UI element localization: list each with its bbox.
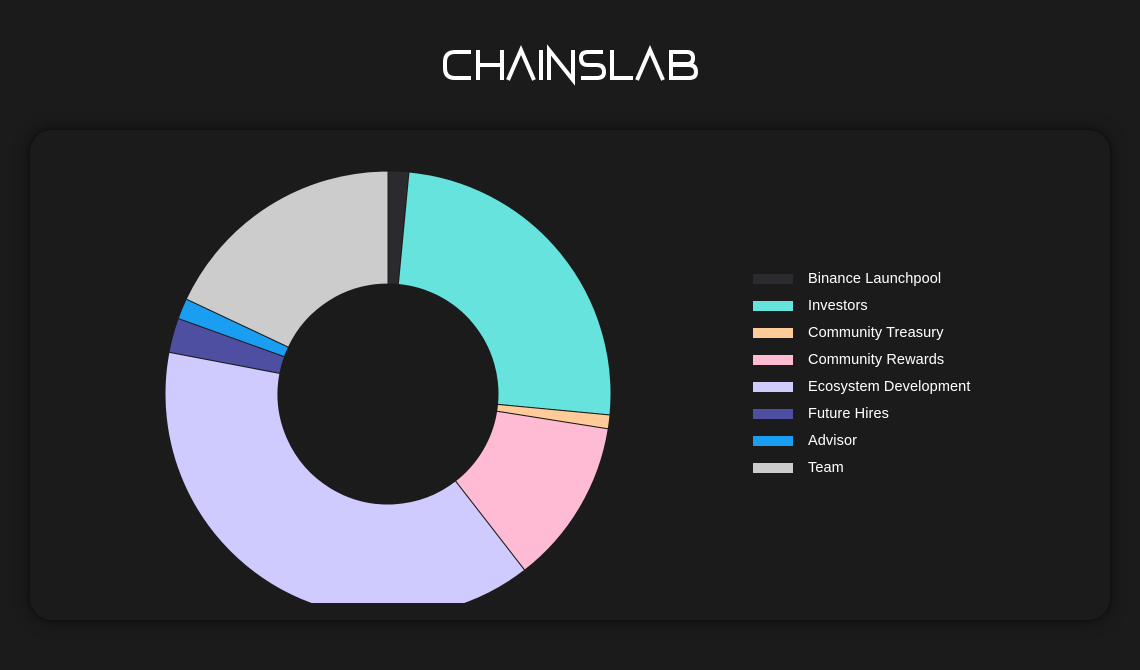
chainslab-logo [443, 44, 699, 86]
legend-label: Binance Launchpool [808, 271, 942, 287]
legend-label: Ecosystem Development [808, 379, 971, 395]
legend-label: Investors [808, 298, 868, 314]
legend-item-team[interactable]: Team [753, 459, 1053, 486]
legend-swatch [753, 274, 793, 284]
legend-label: Team [808, 460, 844, 476]
legend-swatch [753, 301, 793, 311]
slice-ecosystem-development[interactable] [165, 351, 526, 603]
chart-legend: Binance Launchpool Investors Community Tre… [753, 270, 1053, 486]
legend-swatch [753, 355, 793, 365]
legend-item-advisor[interactable]: Advisor [753, 432, 1053, 459]
chart-card: Binance Launchpool Investors Community Tre… [30, 130, 1110, 620]
legend-item-binance-launchpool[interactable]: Binance Launchpool [753, 270, 1053, 297]
legend-item-investors[interactable]: Investors [753, 297, 1053, 324]
legend-swatch [753, 382, 793, 392]
legend-swatch [753, 328, 793, 338]
slice-investors[interactable] [397, 171, 612, 416]
legend-label: Community Treasury [808, 325, 944, 341]
legend-swatch [753, 463, 793, 473]
legend-item-community-treasury[interactable]: Community Treasury [753, 324, 1053, 351]
legend-item-ecosystem-development[interactable]: Ecosystem Development [753, 378, 1053, 405]
legend-swatch [753, 409, 793, 419]
legend-swatch [753, 436, 793, 446]
slice-team[interactable] [185, 170, 389, 348]
legend-label: Advisor [808, 433, 858, 449]
donut-chart [165, 170, 612, 603]
legend-label: Community Rewards [808, 352, 945, 368]
legend-item-future-hires[interactable]: Future Hires [753, 405, 1053, 432]
legend-label: Future Hires [808, 406, 889, 422]
legend-item-community-rewards[interactable]: Community Rewards [753, 351, 1053, 378]
